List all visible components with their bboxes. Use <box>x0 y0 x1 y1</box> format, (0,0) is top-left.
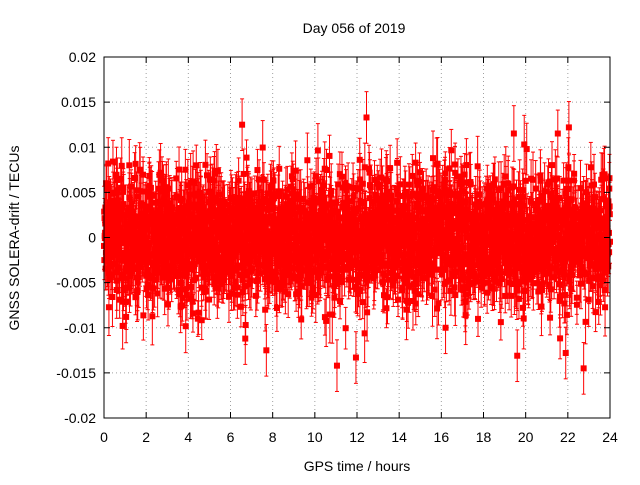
data-point <box>260 121 266 175</box>
data-marker <box>106 304 112 310</box>
data-marker <box>193 275 199 281</box>
chart-title: Day 056 of 2019 <box>303 20 406 36</box>
data-point <box>254 149 260 190</box>
data-marker <box>203 288 209 294</box>
data-marker <box>206 297 212 303</box>
data-marker <box>199 317 205 323</box>
data-marker <box>183 323 189 329</box>
data-marker <box>262 307 268 313</box>
data-marker <box>234 292 240 298</box>
data-marker <box>149 193 155 199</box>
data-marker <box>109 294 115 300</box>
data-marker <box>260 145 266 151</box>
data-marker <box>244 155 250 161</box>
data-marker <box>249 265 255 271</box>
data-marker <box>190 310 196 316</box>
data-marker <box>140 312 146 318</box>
data-marker <box>254 167 260 173</box>
data-marker <box>196 310 202 316</box>
data-marker <box>133 161 139 167</box>
data-marker <box>149 313 155 319</box>
data-marker <box>202 162 208 168</box>
data-point <box>244 140 250 175</box>
data-point <box>140 291 146 340</box>
data-marker <box>119 163 125 169</box>
